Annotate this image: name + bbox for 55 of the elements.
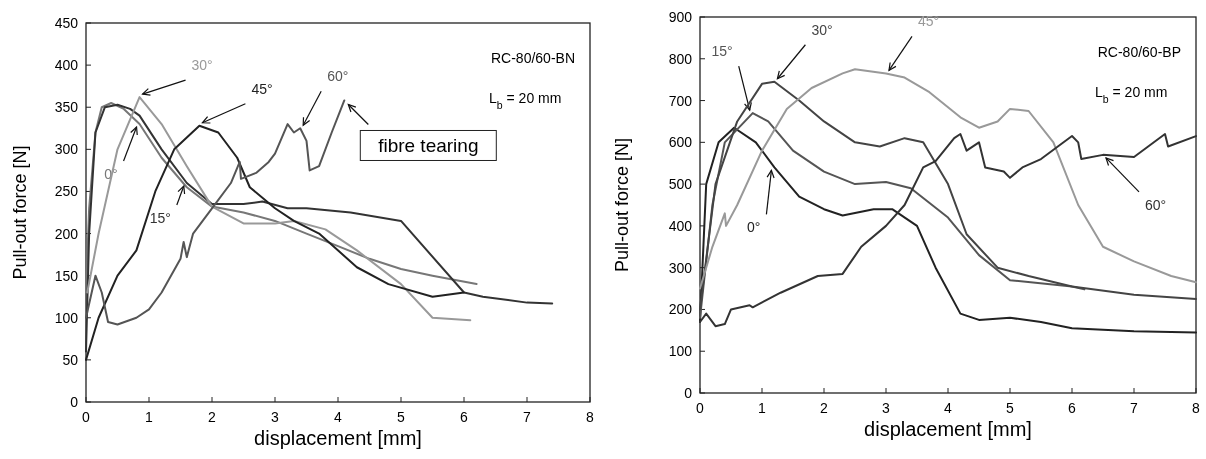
annotation: L$_{b}$ = 20 mm bbox=[489, 90, 562, 111]
x-tick-label: 0 bbox=[696, 400, 705, 416]
y-tick-label: 50 bbox=[62, 351, 79, 368]
x-tick-label: 6 bbox=[1068, 400, 1077, 416]
y-tick-label: 450 bbox=[54, 15, 79, 31]
y-tick-label: 200 bbox=[668, 301, 693, 318]
x-tick-label: 1 bbox=[145, 409, 154, 425]
y-tick-label: 500 bbox=[668, 176, 693, 193]
x-tick-label: 8 bbox=[1192, 400, 1201, 416]
series-label: 60° bbox=[327, 68, 349, 85]
text: 15° bbox=[149, 210, 171, 227]
x-tick-label: 4 bbox=[944, 400, 953, 416]
x-axis-title: displacement [mm] bbox=[864, 418, 1032, 440]
y-axis-title: Pull-out force [N] bbox=[612, 137, 632, 273]
annotation: L$_{b}$ = 20 mm bbox=[1095, 84, 1168, 105]
y-tick-label: 900 bbox=[668, 9, 693, 25]
x-tick-label: 1 bbox=[758, 400, 767, 416]
x-tick-label: 4 bbox=[334, 409, 343, 425]
x-tick-label: 7 bbox=[1130, 400, 1139, 416]
y-tick-label: 400 bbox=[668, 217, 693, 234]
x-tick-label: 0 bbox=[82, 409, 91, 425]
y-axis-title: Pull-out force [N] bbox=[10, 145, 30, 280]
y-tick-label: 800 bbox=[668, 50, 693, 67]
x-tick-label: 5 bbox=[1006, 400, 1015, 416]
text: 30° bbox=[191, 57, 213, 74]
x-tick-label: 5 bbox=[397, 409, 406, 425]
y-tick-label: 250 bbox=[54, 183, 79, 200]
x-tick-label: 6 bbox=[460, 409, 469, 425]
y-tick-label: 300 bbox=[668, 259, 693, 276]
x-tick-label: 2 bbox=[820, 400, 829, 416]
text: 60° bbox=[1145, 196, 1167, 213]
x-tick-label: 3 bbox=[882, 400, 891, 416]
x-axis-title: displacement [mm] bbox=[254, 427, 422, 449]
y-tick-label: 400 bbox=[54, 57, 79, 74]
annotation: fibre tearing bbox=[378, 135, 479, 157]
x-tick-label: 3 bbox=[271, 409, 280, 425]
x-tick-label: 7 bbox=[523, 409, 532, 425]
text: 45° bbox=[918, 13, 940, 30]
x-tick-label: 2 bbox=[208, 409, 217, 425]
y-tick-label: 100 bbox=[668, 343, 693, 360]
y-tick-label: 350 bbox=[54, 99, 79, 116]
y-tick-label: 300 bbox=[54, 141, 79, 158]
text: 30° bbox=[811, 21, 833, 38]
y-tick-label: 600 bbox=[668, 134, 693, 151]
text: RC-80/60-BP bbox=[1097, 44, 1181, 60]
y-tick-label: 200 bbox=[54, 225, 79, 242]
y-tick-label: 150 bbox=[54, 267, 79, 284]
y-tick-label: 700 bbox=[668, 92, 693, 109]
x-tick-label: 8 bbox=[586, 409, 595, 425]
text: 45° bbox=[251, 80, 273, 97]
text: RC-80/60-BN bbox=[490, 50, 575, 66]
y-tick-label: 100 bbox=[54, 309, 79, 326]
text: 15° bbox=[711, 43, 733, 60]
text: 0° bbox=[747, 219, 761, 236]
y-tick-label: 0 bbox=[684, 385, 693, 401]
